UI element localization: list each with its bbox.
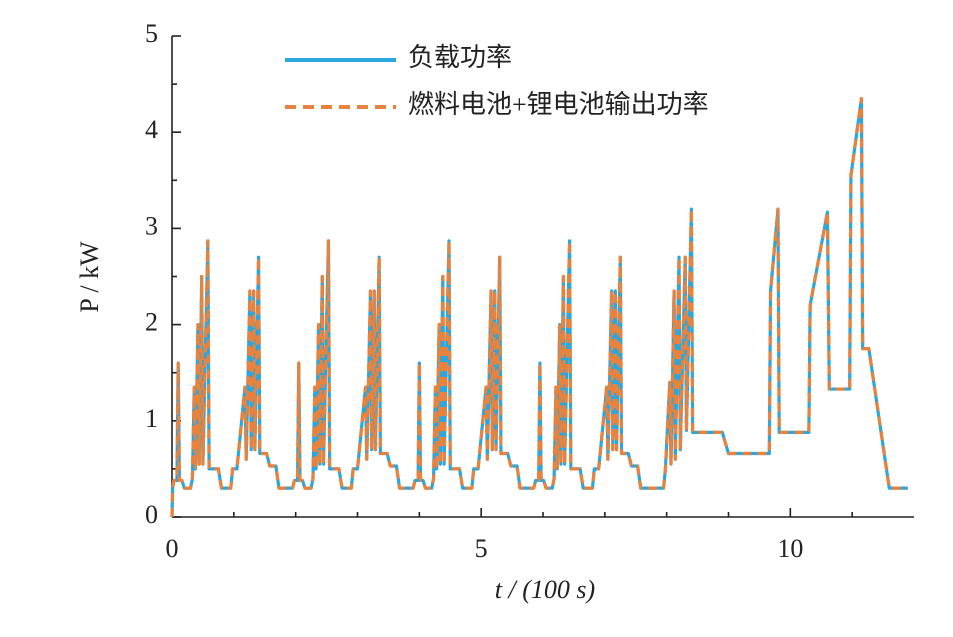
series-line [170,96,908,518]
x-tick-label: 10 [777,534,803,563]
y-tick-label: 4 [145,115,158,144]
legend-label: 燃料电池+锂电池输出功率 [408,90,709,119]
y-tick-label: 2 [145,308,158,337]
legend-label: 负载功率 [408,43,512,72]
y-axis-label: P / kW [75,241,104,313]
x-tick-label: 5 [475,534,488,563]
y-tick-label: 3 [145,211,158,240]
y-tick-label: 1 [145,404,158,433]
y-tick-label: 0 [145,500,158,529]
x-tick-label: 0 [166,534,179,563]
y-tick-label: 5 [145,19,158,48]
x-axis-label: t / (100 s) [495,575,595,604]
series-line [170,96,908,518]
